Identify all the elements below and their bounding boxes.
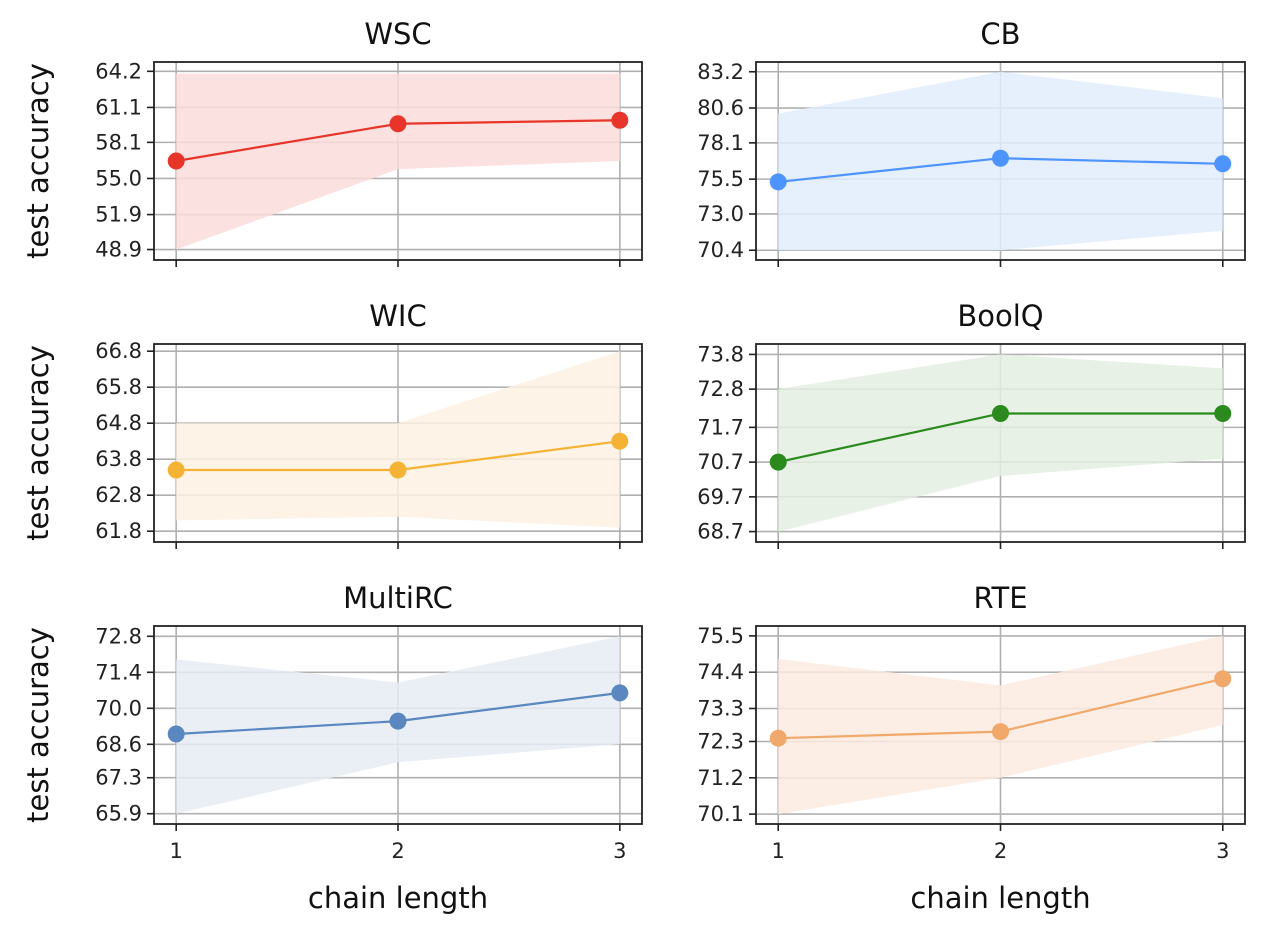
y-tick-label: 48.9 — [95, 238, 142, 262]
x-axis-label: chain length — [308, 881, 488, 915]
y-axis-label: test accuracy — [21, 63, 55, 259]
data-point — [992, 723, 1009, 741]
y-tick-label: 55.0 — [95, 166, 142, 190]
y-tick-label: 75.5 — [697, 624, 744, 648]
y-axis-label: test accuracy — [21, 345, 55, 541]
data-point — [992, 149, 1009, 167]
x-tick-label: 2 — [391, 839, 404, 863]
chart-title: RTE — [973, 581, 1027, 615]
panel-multirc: 65.9 67.3 68.6 70.0 71.4 72.8 1 2 3 MultiRC test a… — [21, 581, 643, 915]
y-tick-label: 65.8 — [95, 375, 142, 399]
data-point — [167, 152, 185, 170]
y-tick-label: 70.4 — [697, 238, 744, 262]
x-tick-label: 2 — [994, 839, 1007, 863]
data-point — [1214, 670, 1232, 688]
y-tick-label: 83.2 — [697, 60, 744, 84]
data-point — [611, 432, 629, 450]
data-point — [611, 684, 629, 702]
x-tick-label: 1 — [772, 839, 785, 863]
y-tick-label: 73.3 — [697, 697, 744, 721]
data-point — [167, 725, 185, 743]
y-tick-label: 71.4 — [95, 660, 142, 684]
data-point — [769, 453, 787, 471]
y-tick-label: 67.3 — [95, 766, 142, 790]
data-point — [1214, 155, 1232, 173]
data-point — [389, 115, 407, 133]
x-axis-label: chain length — [910, 881, 1090, 915]
y-tick-label: 73.0 — [697, 202, 744, 226]
data-point — [167, 461, 185, 479]
chart-title: MultiRC — [343, 581, 453, 615]
confidence-band — [176, 351, 620, 528]
y-tick-label: 69.7 — [697, 485, 744, 509]
y-tick-label: 78.1 — [697, 131, 744, 155]
panel-wic: 61.8 62.8 63.8 64.8 65.8 66.8 WIC test accuracy — [21, 299, 643, 549]
y-tick-label: 80.6 — [697, 96, 744, 120]
y-tick-label: 64.2 — [95, 59, 142, 83]
panel-wsc: 48.9 51.9 55.0 58.1 61.1 64.2 WSC test accuracy — [21, 17, 643, 267]
confidence-band — [778, 354, 1223, 532]
y-tick-label: 61.1 — [95, 95, 142, 119]
data-point — [992, 404, 1009, 422]
y-tick-label: 70.0 — [95, 696, 142, 720]
y-tick-label: 72.3 — [697, 730, 744, 754]
y-tick-label: 58.1 — [95, 130, 142, 154]
y-tick-label: 68.7 — [697, 520, 744, 544]
data-point — [769, 173, 787, 191]
y-tick-label: 72.8 — [697, 377, 744, 401]
y-tick-label: 63.8 — [95, 447, 142, 471]
y-tick-label: 64.8 — [95, 411, 142, 435]
y-tick-label: 68.6 — [95, 732, 142, 756]
y-tick-label: 72.8 — [95, 624, 142, 648]
y-tick-label: 62.8 — [95, 483, 142, 507]
chart-title: WIC — [369, 299, 426, 333]
x-tick-label: 1 — [169, 839, 182, 863]
panel-boolq: 68.7 69.7 70.7 71.7 72.8 73.8 BoolQ — [697, 299, 1246, 549]
y-tick-label: 73.8 — [697, 342, 744, 366]
data-point — [611, 111, 629, 129]
y-axis-label: test accuracy — [21, 627, 55, 823]
y-tick-label: 71.2 — [697, 766, 744, 790]
y-tick-label: 61.8 — [95, 519, 142, 543]
y-tick-label: 70.7 — [697, 450, 744, 474]
chart-title: CB — [980, 17, 1020, 51]
y-tick-label: 71.7 — [697, 415, 744, 439]
data-point — [389, 461, 407, 479]
data-point — [389, 712, 407, 730]
data-point — [769, 729, 787, 747]
chart-title: WSC — [364, 17, 431, 51]
chart-title: BoolQ — [957, 299, 1043, 333]
panel-cb: 70.4 73.0 75.5 78.1 80.6 83.2 CB — [697, 17, 1246, 267]
y-tick-label: 75.5 — [697, 167, 744, 191]
y-tick-label: 65.9 — [95, 802, 142, 826]
x-tick-label: 3 — [1216, 839, 1229, 863]
y-tick-label: 74.4 — [697, 660, 744, 684]
confidence-band — [176, 73, 620, 250]
data-point — [1214, 404, 1232, 422]
y-tick-label: 66.8 — [95, 339, 142, 363]
y-tick-label: 51.9 — [95, 203, 142, 227]
y-tick-label: 70.1 — [697, 802, 744, 826]
x-tick-label: 3 — [613, 839, 626, 863]
panel-rte: 70.1 71.2 72.3 73.3 74.4 75.5 1 2 3 RTE chain leng… — [697, 581, 1246, 915]
